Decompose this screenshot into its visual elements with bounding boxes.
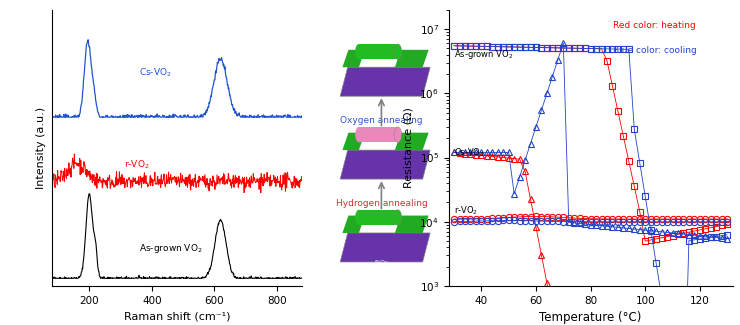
Text: SiO$_2$
Si: SiO$_2$ Si [374,258,389,273]
Polygon shape [343,50,365,67]
Text: Hydrogen annealing: Hydrogen annealing [335,199,427,208]
Text: Red color: heating: Red color: heating [613,21,696,30]
Polygon shape [340,67,430,96]
Ellipse shape [355,210,363,225]
Text: Blue color: cooling: Blue color: cooling [613,46,697,55]
Polygon shape [340,150,430,179]
Text: r-VO$_2$: r-VO$_2$ [124,159,149,171]
X-axis label: Raman shift (cm⁻¹): Raman shift (cm⁻¹) [124,311,230,321]
Text: As-grown VO$_2$: As-grown VO$_2$ [139,242,203,255]
Polygon shape [359,210,398,225]
Ellipse shape [355,44,363,59]
X-axis label: Temperature (°C): Temperature (°C) [539,311,642,324]
Polygon shape [395,50,428,67]
Polygon shape [395,133,428,150]
Text: Cs-VO$_2$: Cs-VO$_2$ [454,146,485,159]
Polygon shape [343,215,365,233]
Ellipse shape [355,127,363,142]
Text: As-grown VO$_2$: As-grown VO$_2$ [454,48,514,61]
Polygon shape [343,133,365,150]
Ellipse shape [394,210,402,225]
Ellipse shape [394,44,402,59]
Polygon shape [340,233,430,262]
Text: Oxygen annealing: Oxygen annealing [340,116,423,125]
Ellipse shape [394,127,402,142]
Polygon shape [359,127,398,142]
Polygon shape [395,215,428,233]
Y-axis label: Resistance (Ω): Resistance (Ω) [404,108,414,188]
Y-axis label: Intensity (a.u.): Intensity (a.u.) [36,107,46,189]
Text: r-VO$_2$: r-VO$_2$ [454,204,478,217]
Text: Cs-VO$_2$: Cs-VO$_2$ [139,67,172,79]
Polygon shape [359,44,398,59]
